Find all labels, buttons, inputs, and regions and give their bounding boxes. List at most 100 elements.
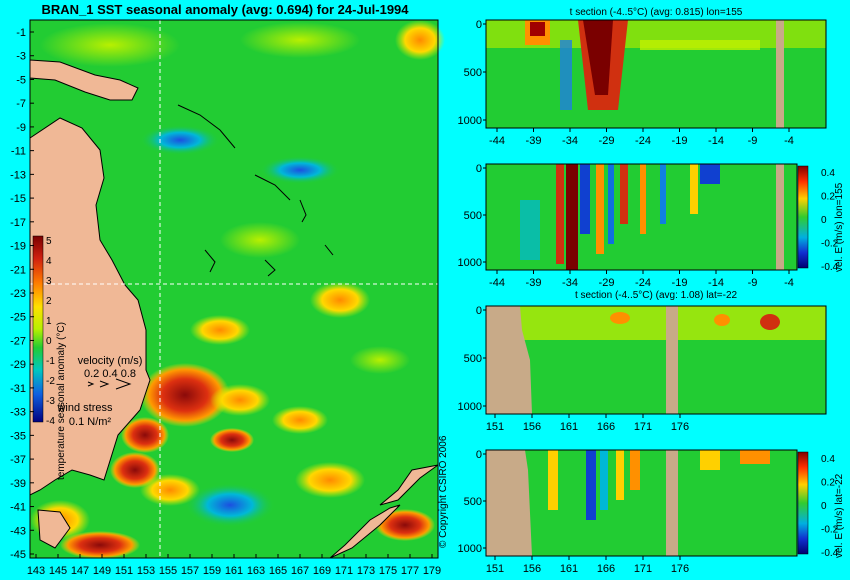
copyright-text: © Copyright CSIRO 2006 — [438, 435, 449, 548]
lat-tick-label: -45 — [10, 549, 26, 561]
main-title: BRAN_1 SST seasonal anomaly (avg: 0.694)… — [41, 2, 409, 17]
wind-legend-scale: 0.1 N/m² — [69, 416, 112, 428]
new-zealand-north-land — [379, 464, 439, 506]
velocity-cbar-tick-label: 0.4 — [821, 454, 835, 465]
lat-tick-label: -9 — [16, 122, 26, 134]
lat-tick-label: -35 — [10, 430, 26, 442]
section-panel-t-lat-22 — [485, 305, 827, 415]
anomaly-blobs — [30, 20, 445, 559]
section-x-tick-label: 161 — [560, 421, 578, 433]
sst-map: 5 4 3 2 1 0 -1 -2 -3 -4 temperature seasonal anom… — [10, 19, 445, 577]
velocity-cbar-tick-label: 0 — [821, 215, 827, 226]
depth-tick-label: 500 — [464, 353, 482, 365]
lon-tick-label: 171 — [335, 565, 353, 577]
velocity-cbar-tick-label: -0.2 — [821, 525, 839, 536]
island-outlines — [177, 104, 334, 277]
section-x-tick-label: -14 — [708, 277, 724, 289]
lon-tick-label: 165 — [269, 565, 287, 577]
section-x-tick-label: -14 — [708, 135, 724, 147]
lon-tick-label: 147 — [71, 565, 89, 577]
velocity-cbar-tick-label: 0.2 — [821, 192, 835, 203]
colorbar-tick-label: -1 — [46, 356, 55, 367]
colorbar-tick-label: 4 — [46, 256, 52, 267]
depth-tick-label: 1000 — [458, 543, 482, 555]
section-x-tick-label: -9 — [748, 135, 758, 147]
velocity-legend-scale: 0.2 0.4 0.8 — [84, 368, 136, 380]
velocity-legend-label: velocity (m/s) — [78, 355, 143, 367]
colorbar-tick-label: -2 — [46, 376, 55, 387]
lat-tick-label: -17 — [10, 217, 26, 229]
panel2-side-label: vel. E (m/s) lon=155 — [834, 182, 845, 272]
section-x-tick-label: 176 — [671, 421, 689, 433]
lon-tick-label: 151 — [115, 565, 133, 577]
lat-tick-label: -13 — [10, 169, 26, 181]
tasmania-land — [37, 509, 71, 549]
colorbar-label: temperature seasonal anomaly (°C) — [56, 322, 67, 480]
lon-tick-label: 143 — [27, 565, 45, 577]
depth-tick-label: 0 — [476, 163, 482, 175]
lat-tick-label: -3 — [16, 51, 26, 63]
land-masses — [29, 59, 439, 559]
section-x-tick-label: 151 — [486, 563, 504, 575]
colorbar-tick-label: -3 — [46, 396, 55, 407]
lat-tick-label: -21 — [10, 264, 26, 276]
section-x-tick-label: -29 — [599, 135, 615, 147]
velocity-cbar-tick-label: -0.4 — [821, 548, 839, 559]
velocity-cbar-tick-label: 0.2 — [821, 478, 835, 489]
section-x-tick-label: -4 — [784, 277, 794, 289]
new-zealand-south-land — [329, 504, 401, 559]
panel1-title: t section (-4..5°C) (avg: 0.815) lon=155 — [570, 7, 743, 18]
depth-tick-label: 500 — [464, 67, 482, 79]
lat-tick-label: -7 — [16, 98, 26, 110]
colorbar-tick-label: 5 — [46, 236, 52, 247]
lon-tick-label: 159 — [203, 565, 221, 577]
section-x-tick-label: -19 — [672, 277, 688, 289]
lon-tick-label: 157 — [181, 565, 199, 577]
lat-tick-label: -5 — [16, 74, 26, 86]
velocity-cbar-tick-label: -0.4 — [821, 262, 839, 273]
lon-tick-label: 153 — [137, 565, 155, 577]
section-x-tick-label: -39 — [526, 135, 542, 147]
lat-tick-label: -33 — [10, 407, 26, 419]
lat-tick-label: -31 — [10, 383, 26, 395]
depth-tick-label: 1000 — [458, 257, 482, 269]
australia-land — [29, 117, 151, 496]
section-x-tick-label: -4 — [784, 135, 794, 147]
section-x-tick-label: -34 — [562, 277, 578, 289]
temperature-colorbar — [32, 235, 44, 423]
lon-tick-label: 163 — [247, 565, 265, 577]
section-x-tick-label: 166 — [597, 563, 615, 575]
wind-legend-label: wind stress — [56, 402, 113, 414]
lat-tick-label: -1 — [16, 27, 26, 39]
panel3-title: t section (-4..5°C) (avg: 1.08) lat=-22 — [575, 290, 738, 301]
velocity-cbar-tick-label: -0.2 — [821, 239, 839, 250]
depth-tick-label: 0 — [476, 19, 482, 31]
section-panel-vel-lat-22 — [485, 449, 809, 557]
lat-tick-label: -15 — [10, 193, 26, 205]
velocity-legend-arrows — [87, 378, 132, 390]
section-x-tick-label: 151 — [486, 421, 504, 433]
velocity-cbar-tick-label: 0.4 — [821, 168, 835, 179]
longitude-ticks: 143 145 147 149 151 153 155 157 159 161 163 165 167 1… — [27, 554, 441, 577]
colorbar-ticks: 5 4 3 2 1 0 -1 -2 -3 -4 — [46, 236, 55, 427]
lon-tick-label: 175 — [379, 565, 397, 577]
section-x-tick-label: 156 — [523, 563, 541, 575]
lon-tick-label: 149 — [93, 565, 111, 577]
depth-tick-label: 1000 — [458, 401, 482, 413]
panel-axis-ticks: 0 500 1000 -44 -39 -34 -29 -24 -19 -14 -9 -4 0 500 100… — [458, 19, 839, 575]
lon-tick-label: 145 — [49, 565, 67, 577]
lon-tick-label: 169 — [313, 565, 331, 577]
section-x-tick-label: 176 — [671, 563, 689, 575]
velocity-cbar-tick-label: 0 — [821, 501, 827, 512]
section-x-tick-label: -44 — [489, 277, 505, 289]
new-guinea-land — [29, 59, 139, 101]
depth-tick-label: 0 — [476, 305, 482, 317]
colorbar-tick-label: 0 — [46, 336, 52, 347]
lat-tick-label: -41 — [10, 502, 26, 514]
lat-tick-label: -39 — [10, 478, 26, 490]
latitude-ticks: -1 -3 -5 -7 -9 -11 -13 -15 -17 -19 -21 -23 -25 -27 -29… — [10, 27, 34, 561]
colorbar-tick-label: -4 — [46, 416, 55, 427]
panel4-side-label: vel. E (m/s) lat=-22 — [834, 473, 845, 558]
depth-tick-label: 500 — [464, 496, 482, 508]
